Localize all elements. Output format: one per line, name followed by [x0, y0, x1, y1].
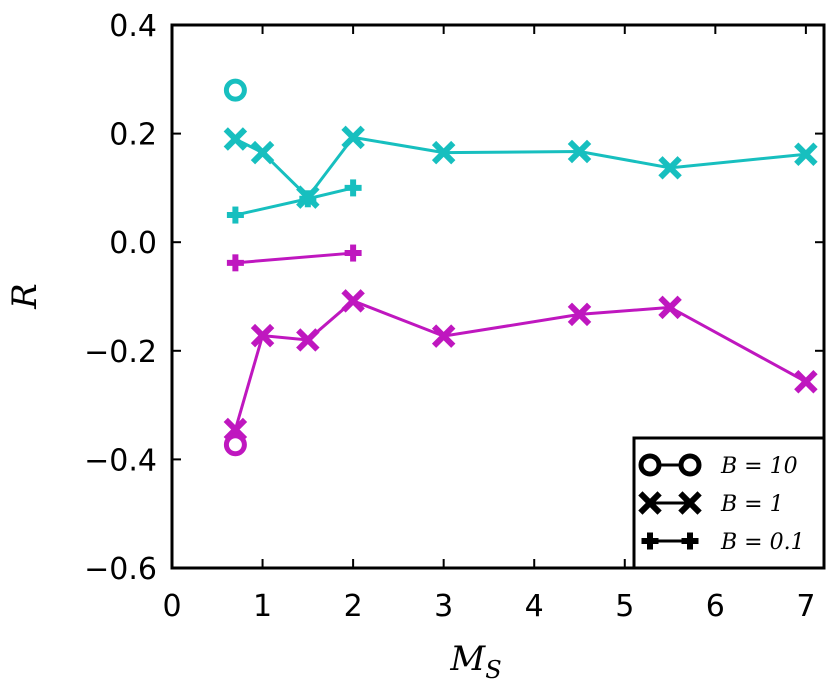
- y-tick-label: −0.6: [84, 552, 157, 587]
- data-point: [226, 206, 244, 224]
- data-point: [341, 289, 365, 313]
- data-point: [226, 254, 244, 272]
- data-point: [658, 295, 682, 320]
- legend-label: B = 1: [720, 492, 784, 517]
- legend-marker: [678, 453, 702, 477]
- legend: B = 10 B = 1 B = 0.1: [632, 436, 826, 570]
- data-point: [223, 433, 247, 457]
- legend-item: B = 10: [638, 453, 798, 479]
- plot-frame: [170, 23, 826, 570]
- data-point: [794, 142, 818, 166]
- series-line: [233, 299, 807, 430]
- x-axis-label: MS: [449, 639, 501, 684]
- series-3: [226, 244, 362, 272]
- data-point: [341, 125, 365, 150]
- legend-item: B = 1: [638, 491, 784, 517]
- y-tick-label: 0.4: [109, 9, 157, 44]
- data-point: [431, 140, 456, 165]
- data-point: [567, 139, 592, 164]
- data-point: [794, 370, 818, 394]
- x-axis-label-subscript: S: [485, 656, 501, 684]
- series-line: [235, 251, 354, 265]
- x-tick-label: 3: [434, 589, 453, 624]
- data-point: [296, 328, 320, 352]
- plot-marks: [223, 78, 818, 457]
- y-tick-labels: 0.4 0.2 0.0 −0.2 −0.4 −0.6: [84, 9, 157, 587]
- data-point: [299, 190, 317, 208]
- x-tick-label: 0: [162, 589, 181, 624]
- data-point: [344, 179, 362, 197]
- series-5: [223, 433, 247, 457]
- x-tick-label: 6: [706, 589, 725, 624]
- data-point: [431, 324, 456, 348]
- data-point: [223, 78, 247, 102]
- data-point: [658, 156, 682, 180]
- x-tick-labels: 0 1 2 3 4 5 6 7: [162, 589, 815, 624]
- series-2: [226, 179, 362, 224]
- y-tick-label: −0.4: [84, 443, 157, 478]
- legend-marker: [638, 453, 662, 477]
- legend-marker: [681, 532, 699, 550]
- legend-marker: [678, 491, 702, 515]
- x-tick-label: 1: [253, 589, 272, 624]
- x-tick-label: 2: [344, 589, 363, 624]
- x-tick-label: 7: [796, 589, 815, 624]
- x-axis-label-main: M: [449, 639, 486, 679]
- y-tick-label: −0.2: [84, 335, 157, 370]
- x-tick-label: 4: [525, 589, 544, 624]
- y-axis-label: R: [5, 283, 45, 310]
- legend-marker: [638, 491, 662, 515]
- series-4: [223, 289, 818, 442]
- data-point: [250, 140, 275, 165]
- legend-label: B = 10: [720, 454, 798, 479]
- legend-label: B = 0.1: [720, 530, 805, 555]
- x-tick-label: 5: [615, 589, 634, 624]
- data-point: [567, 302, 592, 327]
- data-point: [344, 244, 362, 262]
- series-0: [223, 78, 247, 102]
- y-tick-label: 0.0: [109, 226, 157, 261]
- legend-item: B = 0.1: [641, 530, 805, 555]
- data-point: [250, 323, 275, 348]
- y-tick-label: 0.2: [109, 118, 157, 153]
- data-point: [223, 127, 248, 151]
- legend-marker: [641, 532, 659, 550]
